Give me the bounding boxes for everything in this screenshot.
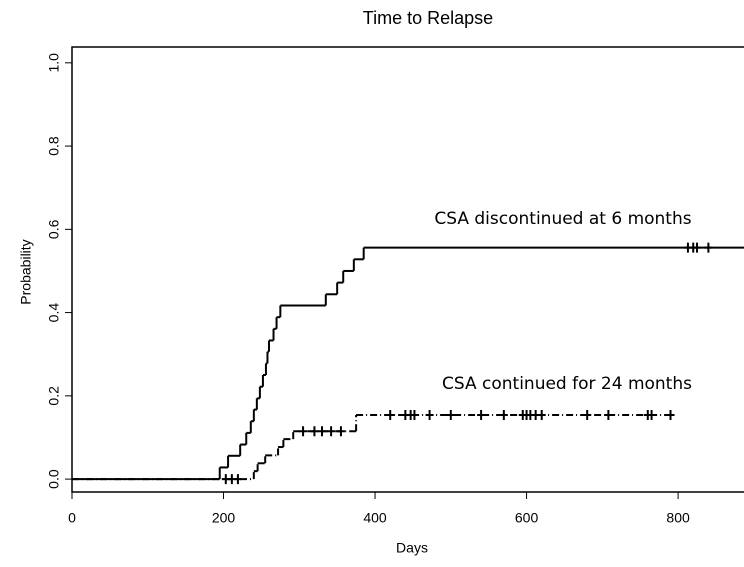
x-tick-label: 600 (515, 510, 539, 526)
censor-mark (477, 409, 486, 420)
censor-mark (666, 409, 675, 420)
series-label: CSA continued for 24 months (442, 374, 692, 394)
y-tick-label: 1.0 (46, 53, 62, 73)
censor-mark (336, 426, 345, 437)
censor-mark (386, 409, 395, 420)
censor-mark (318, 426, 327, 437)
y-tick-label: 0.0 (46, 469, 62, 489)
y-tick-label: 0.4 (46, 303, 62, 323)
censor-mark (647, 409, 656, 420)
chart-title: Time to Relapse (363, 8, 493, 28)
y-axis-label: Probability (18, 239, 34, 304)
censor-mark (327, 426, 336, 437)
censor-mark (299, 426, 308, 437)
censor-mark (410, 409, 419, 420)
x-tick-label: 800 (666, 510, 690, 526)
x-tick-label: 0 (68, 510, 76, 526)
x-tick-label: 400 (363, 510, 387, 526)
y-tick-label: 0.6 (46, 219, 62, 239)
censor-mark (446, 409, 455, 420)
censor-mark (537, 409, 546, 420)
y-tick-label: 0.8 (46, 136, 62, 156)
censor-mark (499, 409, 508, 420)
x-axis-label: Days (396, 540, 428, 556)
censor-mark (425, 409, 434, 420)
y-tick-label: 0.2 (46, 386, 62, 406)
censor-mark (704, 242, 713, 253)
censor-mark (604, 409, 613, 420)
censor-mark (583, 409, 592, 420)
series-label: CSA discontinued at 6 months (434, 209, 691, 229)
plot-frame (71, 46, 744, 493)
censor-mark (310, 426, 319, 437)
x-tick-label: 200 (212, 510, 236, 526)
censor-mark (233, 474, 242, 485)
censor-mark (693, 242, 702, 253)
